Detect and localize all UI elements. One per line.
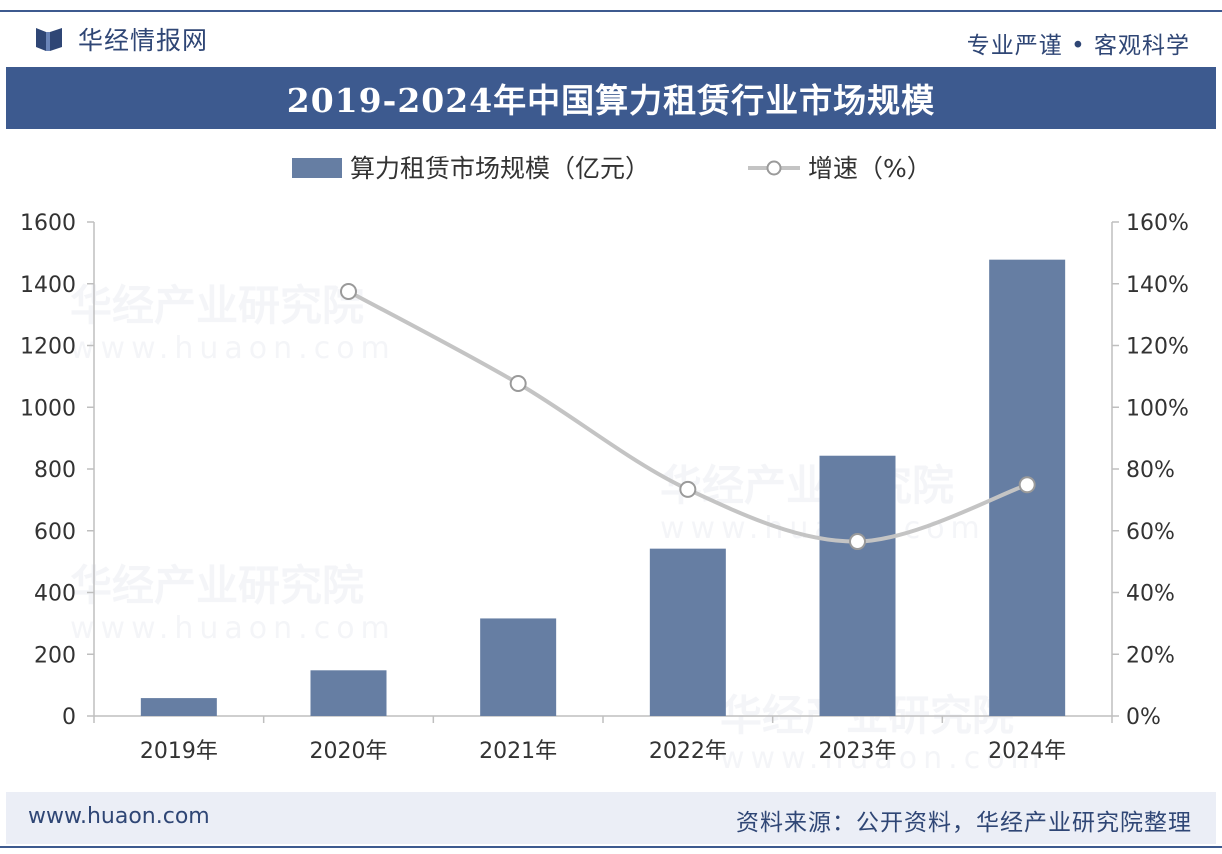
y-right-tick-label: 60% (1126, 520, 1175, 545)
bar (649, 548, 726, 716)
watermark-url: www.huaon.com (70, 611, 396, 646)
y-left-tick-label: 1400 (20, 273, 76, 298)
bar (310, 670, 387, 716)
y-left-tick-label: 1000 (20, 396, 76, 421)
legend-bar-swatch (292, 158, 342, 178)
slogan: 专业严谨 • 客观科学 (966, 33, 1190, 59)
bar (480, 618, 557, 716)
x-tick-label: 2019年 (140, 739, 218, 764)
y-right-tick-label: 100% (1126, 396, 1189, 421)
top-rule (0, 10, 1222, 12)
x-tick-label: 2022年 (649, 739, 727, 764)
y-right-tick-label: 40% (1126, 582, 1175, 607)
y-left-tick-label: 1200 (20, 335, 76, 360)
x-tick-label: 2023年 (819, 739, 897, 764)
x-tick-label: 2020年 (310, 739, 388, 764)
footer-source: 资料来源：公开资料，华经产业研究院整理 (736, 810, 1192, 836)
growth-point (849, 533, 866, 551)
legend-line-marker (766, 160, 782, 176)
title-bar: 2019-2024年中国算力租赁行业市场规模 (6, 67, 1216, 129)
chart-title: 2019-2024年中国算力租赁行业市场规模 (286, 81, 936, 120)
brand[interactable]: 华经情报网 (34, 24, 209, 55)
y-right-tick-label: 140% (1126, 273, 1189, 298)
chart: 华经产业研究院www.huaon.com华经产业研究院www.huaon.com… (20, 154, 1189, 776)
legend-bar-label: 算力租赁市场规模（亿元） (350, 154, 650, 183)
brand-name: 华经情报网 (78, 26, 209, 55)
y-left-tick-label: 200 (34, 643, 76, 668)
y-left-tick-label: 1600 (20, 211, 76, 236)
watermark-text: 华经产业研究院 (70, 281, 364, 330)
bar (819, 455, 896, 716)
watermark-text: 华经产业研究院 (70, 561, 364, 610)
y-right-tick-label: 20% (1126, 643, 1175, 668)
growth-point (509, 374, 527, 392)
growth-point (1018, 476, 1036, 494)
y-left-tick-label: 800 (34, 458, 76, 483)
legend-line-label: 增速（%） (808, 154, 932, 183)
growth-point (340, 282, 357, 300)
y-right-tick-label: 160% (1126, 211, 1189, 236)
y-right-tick-label: 120% (1126, 335, 1189, 360)
y-left-tick-label: 0 (62, 705, 76, 730)
footer: www.huaon.com 资料来源：公开资料，华经产业研究院整理 (6, 792, 1216, 844)
growth-point (679, 480, 697, 498)
y-right-tick-label: 0% (1126, 705, 1161, 730)
y-left-tick-label: 600 (34, 520, 76, 545)
y-left-tick-label: 400 (34, 582, 76, 607)
y-right-tick-label: 80% (1126, 458, 1175, 483)
header: 华经情报网 专业严谨 • 客观科学 (0, 14, 1222, 64)
bottom-rule (0, 846, 1222, 848)
footer-url[interactable]: www.huaon.com (28, 804, 210, 829)
bar (140, 698, 217, 716)
watermark-url: www.huaon.com (720, 741, 1046, 776)
brand-logo-icon (36, 28, 62, 51)
chart-area: 华经产业研究院www.huaon.com华经产业研究院www.huaon.com… (0, 130, 1222, 790)
x-tick-label: 2024年 (988, 739, 1066, 764)
x-tick-label: 2021年 (479, 739, 557, 764)
watermark-url: www.huaon.com (70, 331, 396, 366)
watermark-text: 华经产业研究院 (660, 461, 954, 510)
